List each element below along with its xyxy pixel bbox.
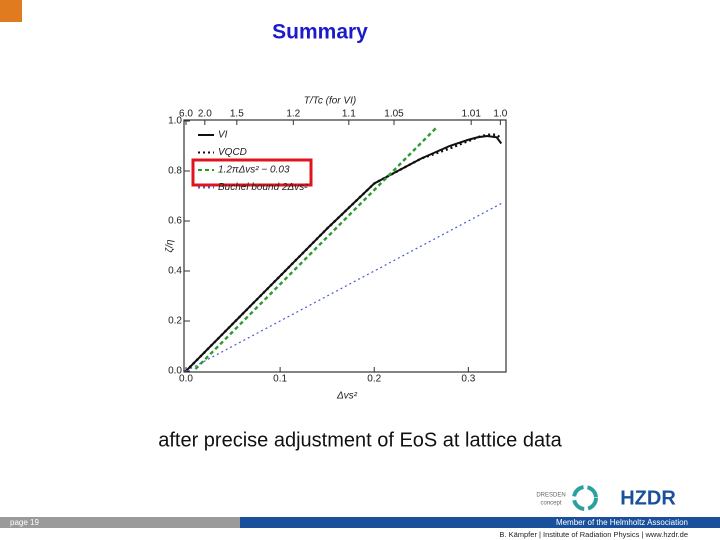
series-line xyxy=(185,134,503,372)
x-axis-title: Δvs² xyxy=(336,391,358,402)
footer-bar xyxy=(0,517,240,528)
footer-bar xyxy=(240,517,720,528)
logo-text: DRESDEN xyxy=(536,493,565,499)
x2-tick-label: 1.01 xyxy=(461,109,481,120)
y-tick-label: 0.6 xyxy=(168,216,182,227)
x-tick-label: 0.3 xyxy=(461,374,475,385)
x2-tick-label: 1.5 xyxy=(230,109,244,120)
highlight-box xyxy=(191,158,313,187)
series-line xyxy=(185,133,503,372)
page-number: page 19 xyxy=(10,518,39,527)
y-tick-label: 0.2 xyxy=(168,316,182,327)
series-line xyxy=(194,125,439,370)
x-tick-label: 0.2 xyxy=(367,374,381,385)
x2-axis-title: T/Tc (for VI) xyxy=(304,96,356,107)
x-tick-label: 0.1 xyxy=(273,374,287,385)
x-tick-label: 0.0 xyxy=(179,374,193,385)
legend-label: Buchel bound 2Δvs² xyxy=(218,182,308,193)
x2-tick-label: 1.05 xyxy=(384,109,404,120)
logo-text: HZDR xyxy=(620,487,676,509)
x2-tick-label: 1.1 xyxy=(342,109,356,120)
y-tick-label: 0.4 xyxy=(168,266,182,277)
logo-ring xyxy=(572,485,598,511)
x2-tick-label: 6.0 xyxy=(179,109,193,120)
logo-text: concept xyxy=(540,501,561,507)
caption: after precise adjustment of EoS at latti… xyxy=(158,429,562,451)
legend-label: 1.2πΔvs² − 0.03 xyxy=(218,165,290,176)
x2-tick-label: 2.0 xyxy=(198,109,212,120)
legend-label: VQCD xyxy=(218,147,247,158)
x2-tick-label: 1.0 xyxy=(493,109,507,120)
y-tick-label: 1.0 xyxy=(168,116,182,127)
legend-label: VI xyxy=(218,130,228,141)
series-line xyxy=(185,202,502,372)
footer-credit: B. Kämpfer | Institute of Radiation Phys… xyxy=(499,530,688,539)
y-axis-title: ζ/η xyxy=(165,239,176,252)
plot-frame xyxy=(183,119,507,373)
slide-title: Summary xyxy=(272,21,368,44)
y-tick-label: 0.0 xyxy=(168,366,182,377)
x2-tick-label: 1.2 xyxy=(286,109,300,120)
y-tick-label: 0.8 xyxy=(168,166,182,177)
footer-member: Member of the Helmholtz Association xyxy=(556,518,688,527)
corner-mark xyxy=(0,0,22,22)
